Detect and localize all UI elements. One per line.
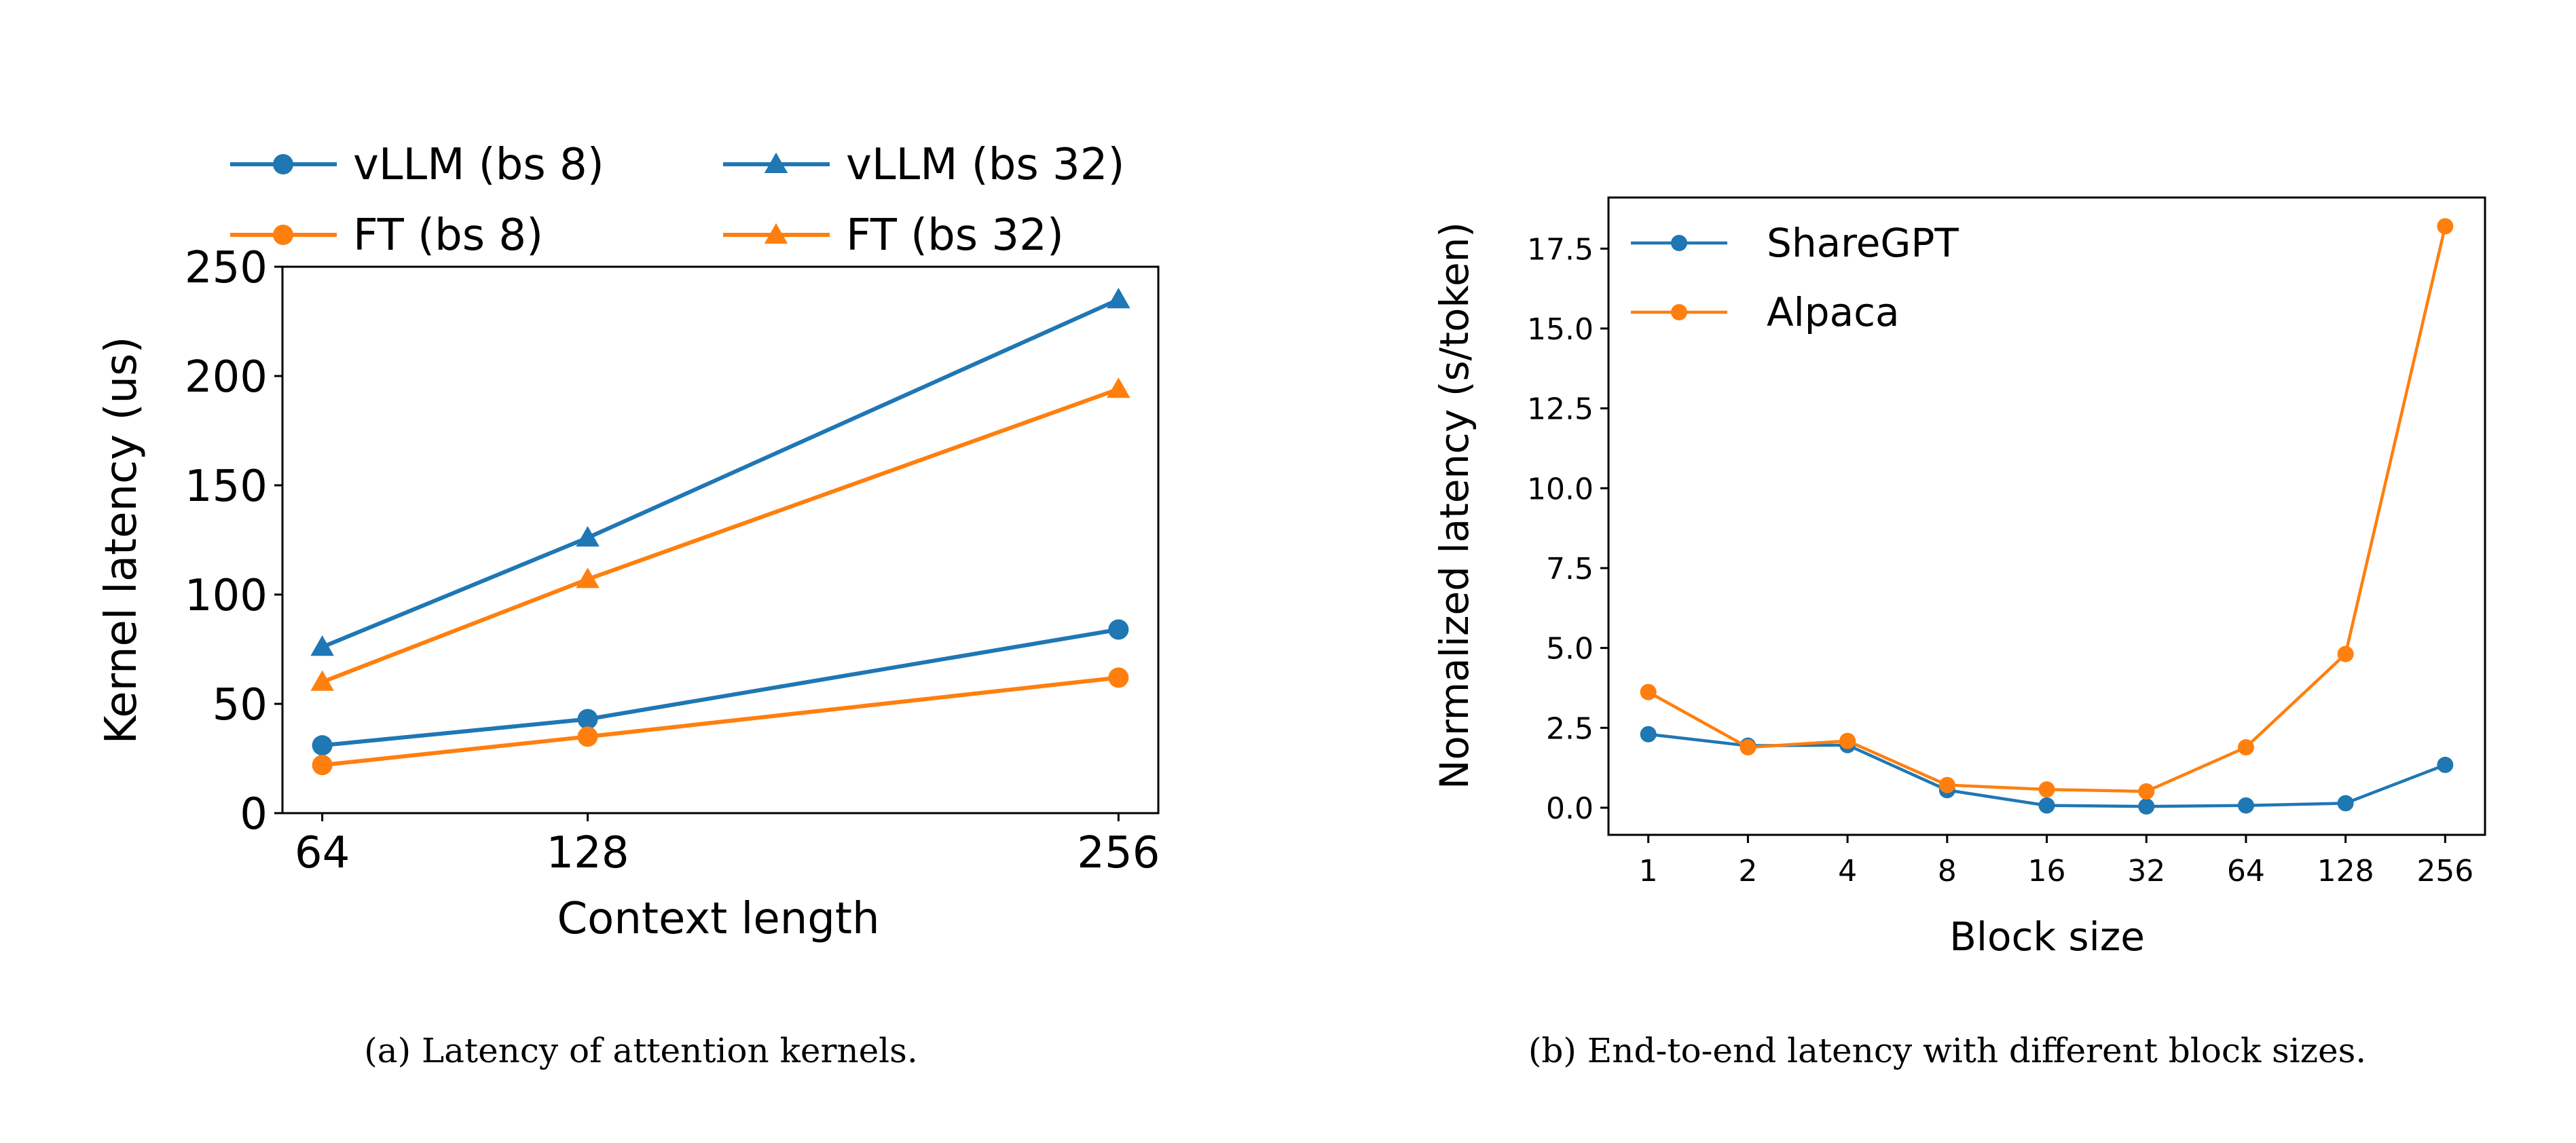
data-point xyxy=(2038,797,2055,814)
data-point xyxy=(577,709,598,730)
legend-label: ShareGPT xyxy=(1767,220,1959,266)
legend-label: FT (bs 8) xyxy=(353,210,543,261)
legend-label: Alpaca xyxy=(1767,289,1900,335)
data-point xyxy=(310,670,334,691)
y-tick-label: 5.0 xyxy=(1546,632,1594,667)
y-axis-label: Kernel latency (us) xyxy=(96,337,147,745)
x-axis-label: Context length xyxy=(557,894,879,944)
x-tick-label: 128 xyxy=(546,828,629,878)
y-axis-label: Normalized latency (s/token) xyxy=(1431,222,1477,789)
x-tick-label: 256 xyxy=(1077,828,1160,878)
legend-label: vLLM (bs 8) xyxy=(353,140,604,190)
axes-frame xyxy=(281,265,1160,814)
legend-marker xyxy=(273,154,293,174)
data-point xyxy=(312,735,333,756)
legend-marker xyxy=(1671,304,1687,320)
series-line-2 xyxy=(321,297,1120,650)
y-tick-label: 0.0 xyxy=(1546,791,1594,826)
y-tick-label: 17.5 xyxy=(1527,232,1594,267)
chart-block-size-latency: 0.0 2.5 5.0 7.5 10.0 12.5 15.0 17.5 1 2 4 8 16 32 64 12… xyxy=(1431,196,2486,960)
y-tick-label: 15.0 xyxy=(1527,312,1594,347)
y-tick-label: 2.5 xyxy=(1546,711,1594,746)
x-axis-label: Block size xyxy=(1949,914,2145,960)
data-point xyxy=(1108,667,1129,688)
data-point xyxy=(2038,781,2055,798)
data-point xyxy=(1640,726,1657,743)
data-point xyxy=(576,526,600,547)
x-tick-label: 1 xyxy=(1639,854,1658,888)
data-point xyxy=(576,567,600,588)
data-point xyxy=(2237,739,2254,756)
legend-marker xyxy=(764,223,788,244)
data-point xyxy=(2237,797,2254,814)
legend-marker xyxy=(1671,235,1687,251)
data-point xyxy=(1640,683,1657,700)
x-tick-label: 128 xyxy=(2317,854,2374,888)
legend-marker xyxy=(764,152,788,173)
caption-a: (a) Latency of attention kernels. xyxy=(364,1031,917,1070)
legend-label: FT (bs 32) xyxy=(846,210,1064,261)
x-tick-label: 2 xyxy=(1738,854,1757,888)
data-point xyxy=(2437,756,2454,773)
x-tick-label: 64 xyxy=(295,828,350,878)
x-tick-label: 64 xyxy=(2227,854,2265,888)
y-tick-label: 50 xyxy=(213,680,268,730)
data-point xyxy=(577,726,598,747)
data-point xyxy=(2437,218,2454,235)
data-point xyxy=(2138,783,2155,800)
data-point xyxy=(1740,739,1756,756)
y-tick-label: 0 xyxy=(240,789,268,840)
chart-kernel-latency: 0 50 100 150 200 250 64 128 256 Context length Ker… xyxy=(96,140,1160,944)
data-point xyxy=(312,755,333,776)
data-point xyxy=(1107,377,1130,398)
y-tick-label: 200 xyxy=(185,352,268,402)
axes-frame xyxy=(1607,196,2486,836)
x-tick-label: 8 xyxy=(1938,854,1957,888)
series-line-3 xyxy=(321,387,1120,684)
data-point xyxy=(1108,619,1129,640)
y-tick-label: 150 xyxy=(185,462,268,512)
x-tick-label: 32 xyxy=(2127,854,2165,888)
data-point xyxy=(1938,776,1955,793)
legend-label: vLLM (bs 32) xyxy=(846,140,1124,190)
legend-marker xyxy=(273,225,293,245)
data-point xyxy=(1839,732,1856,749)
y-tick-label: 7.5 xyxy=(1546,552,1594,586)
y-tick-label: 10.0 xyxy=(1527,472,1594,506)
x-tick-label: 16 xyxy=(2028,854,2066,888)
x-tick-label: 4 xyxy=(1838,854,1857,888)
caption-b: (b) End-to-end latency with different bl… xyxy=(1528,1031,2366,1070)
series-line-0 xyxy=(322,627,1119,748)
series-line-1 xyxy=(322,675,1119,768)
data-point xyxy=(2138,798,2155,815)
y-tick-label: 250 xyxy=(185,243,268,293)
y-tick-label: 12.5 xyxy=(1527,392,1594,427)
data-point xyxy=(310,635,334,656)
y-tick-label: 100 xyxy=(185,571,268,621)
data-point xyxy=(2337,645,2354,662)
data-point xyxy=(1107,288,1130,309)
x-tick-label: 256 xyxy=(2416,854,2473,888)
data-point xyxy=(2337,795,2354,812)
